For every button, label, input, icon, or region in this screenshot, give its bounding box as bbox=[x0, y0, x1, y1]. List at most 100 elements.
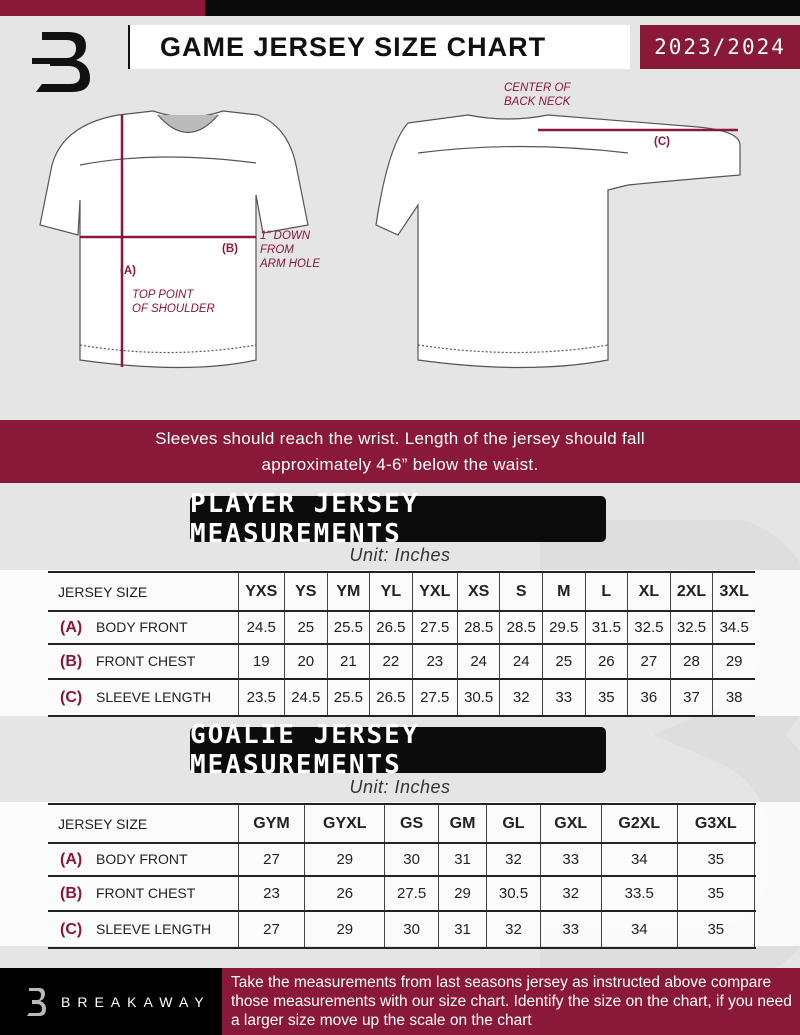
measurement-cell: 26 bbox=[304, 876, 385, 912]
size-column-header: GS bbox=[384, 803, 439, 844]
goalie-unit: Unit: Inches bbox=[349, 777, 451, 797]
measurement-cell: 30.5 bbox=[456, 679, 500, 717]
size-column-header: GYM bbox=[237, 803, 305, 844]
measurement-letter: (B) bbox=[60, 884, 83, 902]
measurement-label: BODY FRONT bbox=[96, 618, 188, 635]
measurement-cell: 23.5 bbox=[237, 679, 285, 717]
measurement-cell: 32 bbox=[485, 843, 541, 877]
measurement-cell: 37 bbox=[669, 679, 713, 717]
measurement-cell: 20 bbox=[284, 644, 328, 680]
measurement-cell: 32.5 bbox=[627, 611, 671, 645]
measurement-cell: 31.5 bbox=[584, 611, 628, 645]
table-row: (C) SLEEVE LENGTH 27 29 30 31 32 33 34 35 bbox=[48, 911, 755, 949]
size-column-header: XS bbox=[456, 571, 500, 612]
measurement-cell: 27 bbox=[237, 911, 305, 949]
measurement-cell: 31 bbox=[438, 843, 487, 877]
measurement-cell: 35 bbox=[677, 911, 755, 949]
footer-brand: BREAKAWAY bbox=[0, 968, 222, 1035]
measurement-cell: 30 bbox=[384, 843, 439, 877]
size-column-header: YXL bbox=[411, 571, 458, 612]
measurement-cell: 33 bbox=[539, 843, 602, 877]
player-section-title: PLAYER JERSEY MEASUREMENTS bbox=[190, 489, 606, 549]
size-column-header: GM bbox=[438, 803, 487, 844]
top-point-note: TOP POINT OF SHOULDER bbox=[132, 289, 215, 315]
size-column-header: M bbox=[542, 571, 586, 612]
size-column-header: G2XL bbox=[600, 803, 678, 844]
measurement-cell: 27 bbox=[237, 843, 305, 877]
measurement-cell: 29 bbox=[304, 843, 385, 877]
goalie-section-title: GOALIE JERSEY MEASUREMENTS bbox=[190, 720, 606, 780]
measurement-cell: 27.5 bbox=[411, 611, 458, 645]
measurement-cell: 33 bbox=[539, 911, 602, 949]
table-row: (B) FRONT CHEST 19 20 21 22 23 24 24 25 26 27 28 29 bbox=[48, 644, 755, 680]
measurement-cell bbox=[753, 876, 755, 912]
instructions-line-1: Sleeves should reach the wrist. Length o… bbox=[155, 429, 645, 448]
measurement-cell: 29 bbox=[304, 911, 385, 949]
table-row: (B) FRONT CHEST 23 26 27.5 29 30.5 32 33.5 35 bbox=[48, 876, 755, 912]
measurement-cell: 19 bbox=[237, 644, 285, 680]
measurement-cell: 21 bbox=[326, 644, 370, 680]
measurement-cell: 35 bbox=[584, 679, 628, 717]
size-column-header bbox=[753, 803, 755, 844]
breakaway-logo bbox=[28, 28, 96, 98]
jersey-size-header: JERSEY SIZE bbox=[48, 803, 238, 844]
size-column-header: GL bbox=[485, 803, 541, 844]
size-column-header: GXL bbox=[539, 803, 602, 844]
table-row: (A) BODY FRONT 27 29 30 31 32 33 34 35 bbox=[48, 843, 755, 877]
measurement-cell: 35 bbox=[677, 843, 755, 877]
measurement-cell: 27.5 bbox=[384, 876, 439, 912]
measurement-cell: 33.5 bbox=[600, 876, 678, 912]
measurement-cell: 34 bbox=[600, 843, 678, 877]
measurement-cell: 28.5 bbox=[499, 611, 543, 645]
measurement-cell: 29 bbox=[712, 644, 755, 680]
size-column-header: G3XL bbox=[677, 803, 755, 844]
measurement-cell: 28.5 bbox=[456, 611, 500, 645]
table-row: (A) BODY FRONT 24.5 25 25.5 26.5 27.5 28.5 28.5 2… bbox=[48, 611, 755, 645]
measurement-cell: 25.5 bbox=[326, 679, 370, 717]
player-unit: Unit: Inches bbox=[349, 545, 451, 565]
measurement-cell: 32 bbox=[539, 876, 602, 912]
measurement-label: FRONT CHEST bbox=[96, 652, 196, 669]
logo-b-icon bbox=[27, 987, 46, 1016]
measurement-cell: 32 bbox=[499, 679, 543, 717]
center-back-neck-note: CENTER OF BACK NECK bbox=[504, 82, 571, 108]
player-size-table: JERSEY SIZE YXS YS YM YL YXL XS S M L XL 2XL 3XL (A) B… bbox=[48, 571, 755, 717]
table-row: (C) SLEEVE LENGTH 23.5 24.5 25.5 26.5 27.5 30.5… bbox=[48, 679, 755, 717]
logo-b-icon bbox=[32, 32, 90, 92]
measurement-cell: 22 bbox=[369, 644, 413, 680]
footer-instructions: Take the measurements from last seasons … bbox=[222, 968, 800, 1035]
measurement-cell: 35 bbox=[677, 876, 755, 912]
measurement-cell: 33 bbox=[542, 679, 586, 717]
label-c: (C) bbox=[654, 136, 670, 148]
size-column-header: GYXL bbox=[304, 803, 385, 844]
back-jersey bbox=[375, 114, 741, 369]
measurement-letter: (C) bbox=[60, 688, 83, 706]
measurement-cell: 25 bbox=[284, 611, 328, 645]
measurement-label: SLEEVE LENGTH bbox=[96, 688, 212, 705]
measurement-cell: 36 bbox=[627, 679, 671, 717]
measurement-cell bbox=[753, 843, 755, 877]
measurement-cell: 34.5 bbox=[712, 611, 755, 645]
brand-name: BREAKAWAY bbox=[61, 993, 211, 1010]
measurement-cell: 24 bbox=[456, 644, 500, 680]
size-column-header: 2XL bbox=[669, 571, 713, 612]
measurement-cell: 32 bbox=[485, 911, 541, 949]
label-b: (B) bbox=[222, 243, 238, 255]
size-column-header: YS bbox=[284, 571, 328, 612]
measurement-cell: 29.5 bbox=[542, 611, 586, 645]
measurement-cell: 34 bbox=[600, 911, 678, 949]
measurement-label: FRONT CHEST bbox=[96, 884, 196, 901]
measurement-cell: 24.5 bbox=[284, 679, 328, 717]
size-column-header: S bbox=[499, 571, 543, 612]
size-column-header: XL bbox=[627, 571, 671, 612]
measurement-letter: (A) bbox=[60, 850, 83, 868]
jersey-diagram bbox=[39, 110, 741, 369]
top-bar bbox=[205, 0, 800, 16]
measurement-letter: (B) bbox=[60, 652, 83, 670]
size-column-header: 3XL bbox=[712, 571, 755, 612]
instructions-line-2: approximately 4-6” below the waist. bbox=[261, 455, 539, 474]
measurement-cell: 25.5 bbox=[326, 611, 370, 645]
measurement-cell: 25 bbox=[542, 644, 586, 680]
size-column-header: YM bbox=[326, 571, 370, 612]
measurement-cell bbox=[753, 911, 755, 949]
